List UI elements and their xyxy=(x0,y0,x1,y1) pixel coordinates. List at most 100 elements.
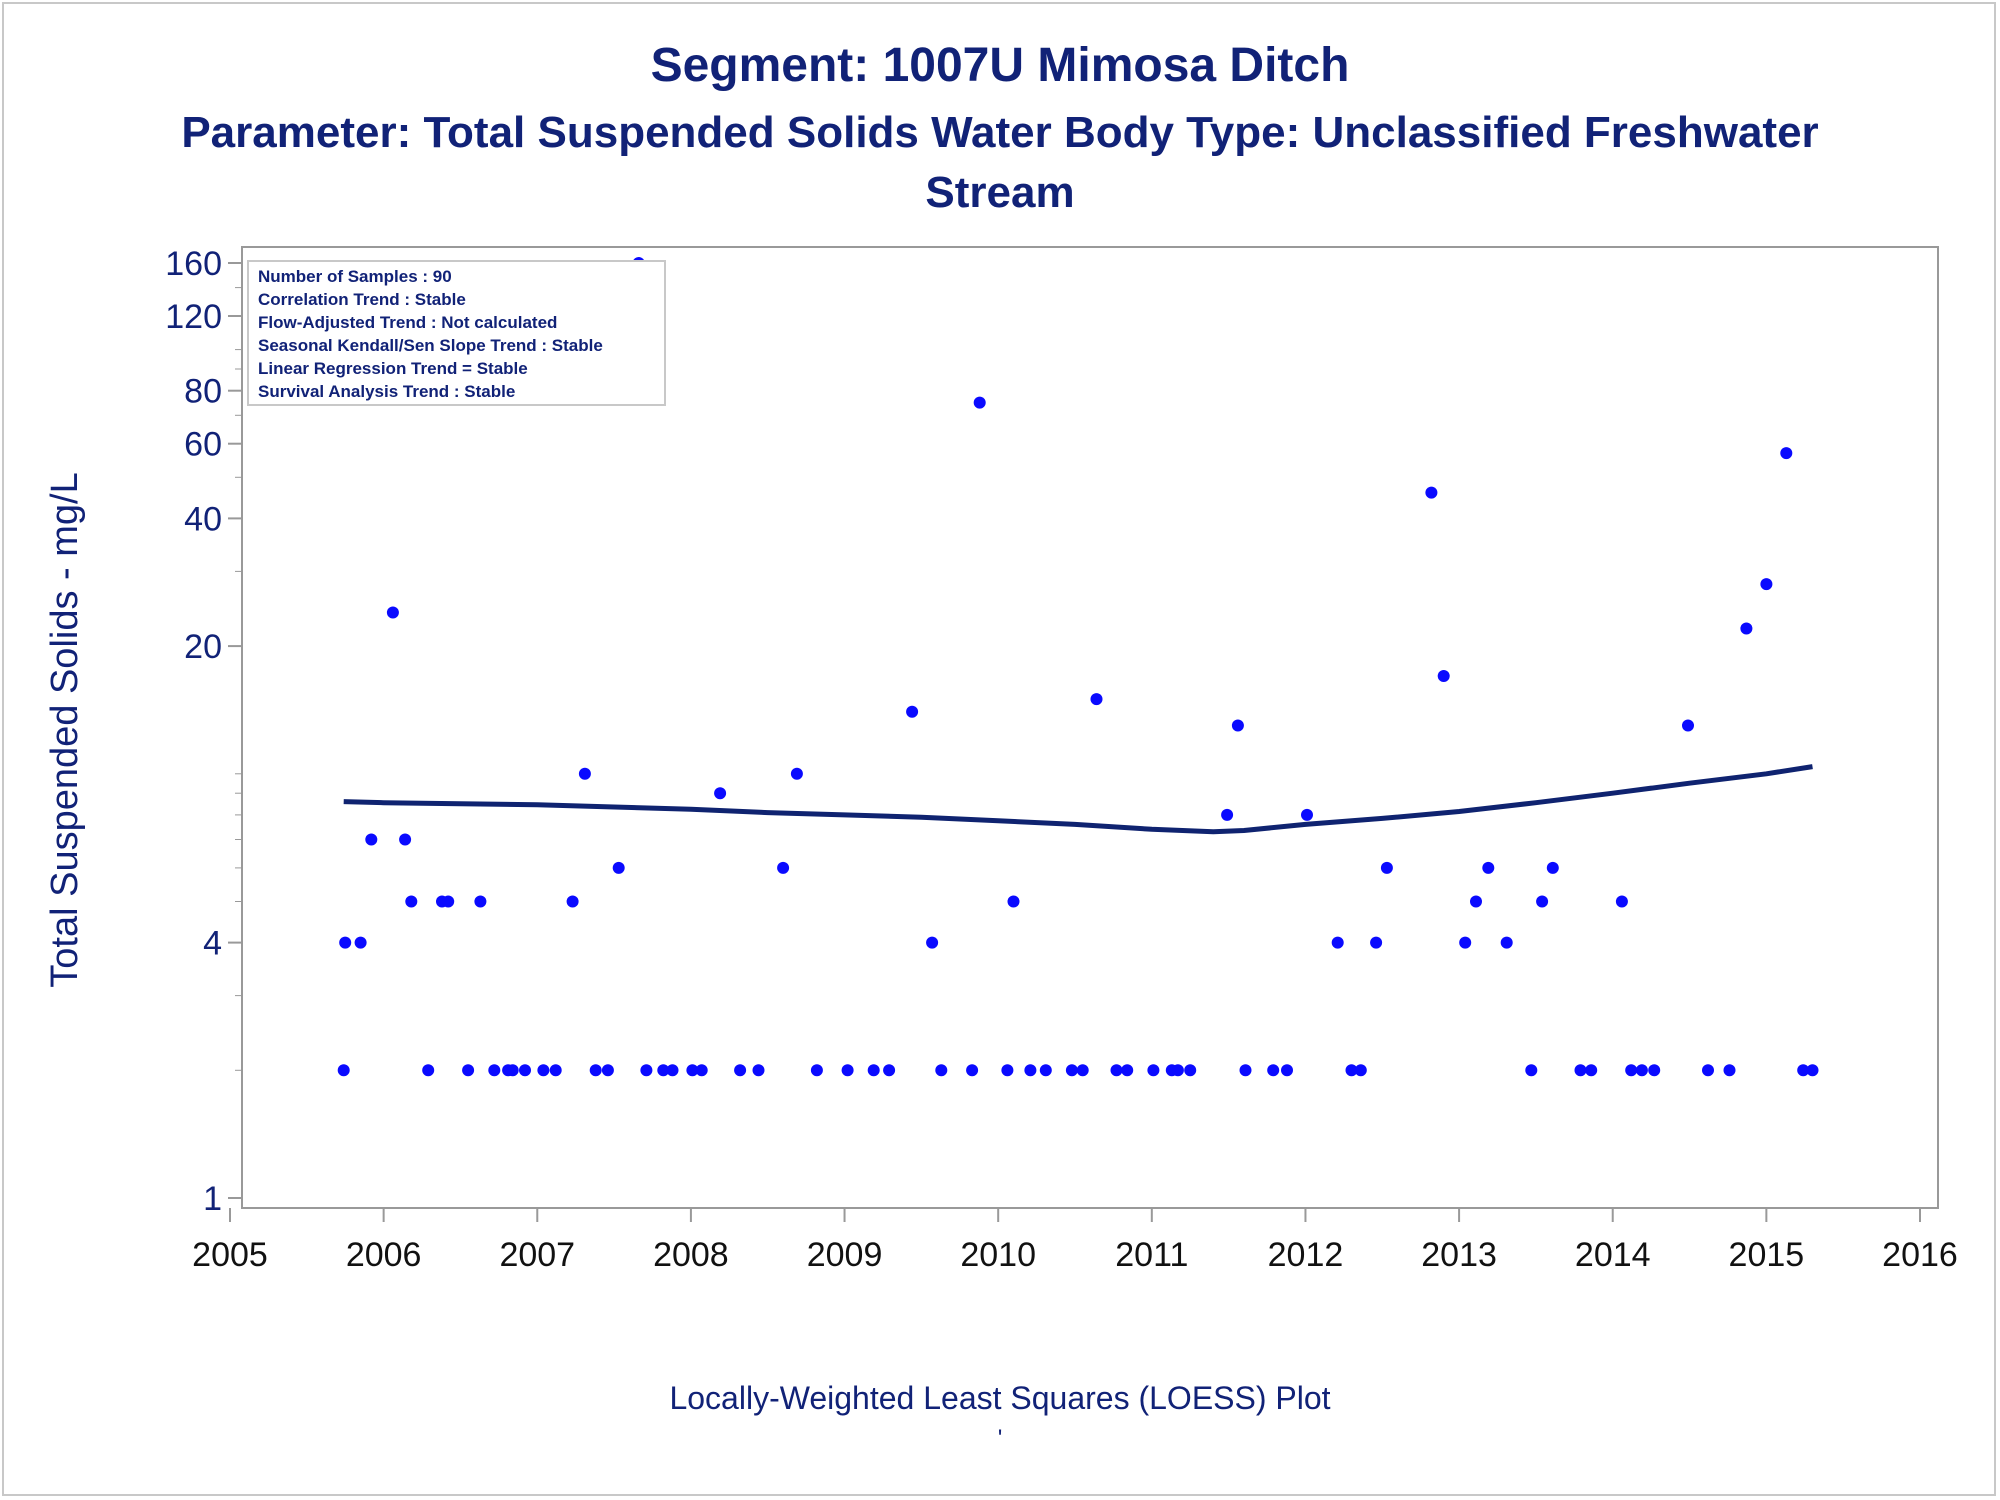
data-point xyxy=(405,895,418,908)
data-point xyxy=(973,396,986,409)
data-point xyxy=(1007,895,1020,908)
data-point xyxy=(537,1064,550,1077)
data-point xyxy=(1648,1064,1661,1077)
data-point xyxy=(1635,1064,1648,1077)
y-tick-label: 40 xyxy=(184,500,222,538)
data-point xyxy=(1380,861,1393,874)
x-tick-label: 2008 xyxy=(653,1236,729,1274)
footnote-mark: ' xyxy=(997,1425,1003,1452)
data-point xyxy=(549,1064,562,1077)
data-point xyxy=(810,1064,823,1077)
data-point xyxy=(1001,1064,1014,1077)
data-point xyxy=(1536,895,1549,908)
data-point xyxy=(966,1064,979,1077)
stats-line: Seasonal Kendall/Sen Slope Trend : Stabl… xyxy=(258,336,603,355)
x-tick-label: 2010 xyxy=(960,1236,1036,1274)
data-point xyxy=(1301,808,1313,821)
data-point xyxy=(790,767,803,780)
data-point xyxy=(695,1064,708,1077)
data-point xyxy=(1574,1064,1587,1077)
data-point xyxy=(841,1064,854,1077)
data-point xyxy=(1585,1064,1598,1077)
data-point xyxy=(640,1064,653,1077)
y-tick-label: 1 xyxy=(203,1180,222,1218)
data-point xyxy=(1147,1064,1160,1077)
y-axis-label: Total Suspended Solids - mg/L xyxy=(44,472,86,987)
data-point xyxy=(935,1064,948,1077)
stats-box xyxy=(247,260,666,406)
data-point xyxy=(1459,936,1472,949)
data-point xyxy=(566,895,579,908)
data-point xyxy=(1171,1064,1184,1077)
y-tick-label: 160 xyxy=(165,245,222,283)
data-point xyxy=(422,1064,435,1077)
data-point xyxy=(506,1064,519,1077)
x-tick-label: 2014 xyxy=(1575,1236,1651,1274)
data-point xyxy=(1184,1064,1197,1077)
data-point xyxy=(1121,1064,1134,1077)
data-point xyxy=(666,1064,679,1077)
x-tick-label: 2005 xyxy=(192,1236,268,1274)
data-point xyxy=(589,1064,602,1077)
y-tick-label: 120 xyxy=(165,298,222,336)
data-point xyxy=(578,767,591,780)
data-point xyxy=(686,1064,699,1077)
chart-title-parameter-cont: Stream xyxy=(925,168,1075,217)
data-point xyxy=(1024,1064,1037,1077)
x-tick-label: 2006 xyxy=(346,1236,422,1274)
data-point xyxy=(1345,1064,1358,1077)
stats-line: Flow-Adjusted Trend : Not calculated xyxy=(258,313,557,332)
data-point xyxy=(883,1064,896,1077)
data-point xyxy=(1331,936,1344,949)
data-point xyxy=(1076,1064,1089,1077)
data-point xyxy=(1231,719,1244,732)
data-point xyxy=(906,705,919,718)
data-point xyxy=(488,1064,501,1077)
chart-title-parameter: Parameter: Total Suspended Solids Water … xyxy=(181,108,1819,157)
data-point xyxy=(474,895,487,908)
data-point xyxy=(399,833,412,846)
data-point xyxy=(601,1064,614,1077)
x-tick-label: 2012 xyxy=(1268,1236,1344,1274)
chart-footnote: Locally-Weighted Least Squares (LOESS) P… xyxy=(669,1380,1331,1416)
data-point xyxy=(519,1064,531,1077)
y-tick-label: 4 xyxy=(203,925,222,963)
data-point xyxy=(1797,1064,1810,1077)
x-tick-label: 2007 xyxy=(499,1236,575,1274)
data-point xyxy=(386,606,399,619)
data-point xyxy=(365,833,378,846)
data-point xyxy=(1780,447,1793,460)
chart-title-segment: Segment: 1007U Mimosa Ditch xyxy=(650,39,1350,92)
data-point xyxy=(339,936,352,949)
plot-area xyxy=(241,246,1939,1209)
data-point xyxy=(1281,1064,1293,1077)
data-point xyxy=(1354,1064,1367,1077)
data-point xyxy=(1525,1064,1538,1077)
data-point xyxy=(1682,719,1694,732)
x-tick-label: 2011 xyxy=(1115,1236,1188,1274)
data-point xyxy=(462,1064,475,1077)
data-point xyxy=(867,1064,880,1077)
data-point xyxy=(354,936,367,949)
data-point xyxy=(1267,1064,1280,1077)
data-point xyxy=(1482,861,1495,874)
data-point xyxy=(1740,622,1753,635)
data-point xyxy=(752,1064,765,1077)
data-point xyxy=(1425,486,1438,499)
data-point xyxy=(1625,1064,1638,1077)
data-point xyxy=(442,895,455,908)
data-point xyxy=(1437,670,1450,682)
loess-curve xyxy=(343,764,1813,835)
data-point xyxy=(1615,895,1628,908)
data-point xyxy=(1806,1064,1819,1077)
y-tick-label: 60 xyxy=(184,426,222,464)
data-point xyxy=(1039,1064,1052,1077)
stats-line: Number of Samples : 90 xyxy=(258,267,452,286)
y-tick-label: 20 xyxy=(184,628,222,666)
stats-line: Correlation Trend : Stable xyxy=(258,290,466,309)
data-point xyxy=(657,1064,670,1077)
data-point xyxy=(1065,1064,1078,1077)
x-tick-label: 2015 xyxy=(1729,1236,1805,1274)
